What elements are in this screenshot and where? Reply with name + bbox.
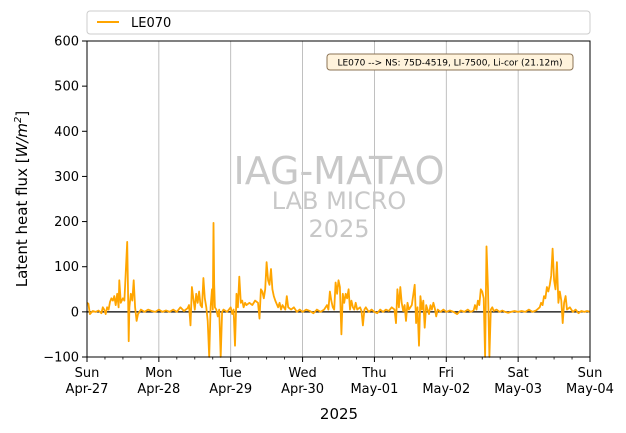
- x-tick-label-weekday: Sat: [507, 366, 528, 381]
- y-axis-title-sup: 2: [13, 117, 24, 123]
- x-tick-label-date: Apr-30: [281, 382, 324, 397]
- legend-box: [86, 10, 591, 35]
- legend-label-le070: LE070: [131, 16, 171, 31]
- y-tick-label: 500: [54, 80, 79, 95]
- watermark-line-3: 2025: [308, 215, 369, 243]
- y-tick-label: 0: [71, 305, 79, 320]
- watermark: IAG-MATAO LAB MICRO 2025: [233, 149, 444, 243]
- annotation: LE070 --> NS: 75D-4519, LI-7500, Li-cor …: [326, 53, 574, 71]
- y-tick-label: 200: [54, 215, 79, 230]
- y-axis-title-close: ]: [13, 111, 31, 117]
- watermark-line-1: IAG-MATAO: [233, 149, 444, 193]
- x-tick-label-weekday: Fri: [439, 366, 455, 381]
- x-axis: SunApr-27MonApr-28TueApr-29WedApr-30ThuM…: [66, 357, 614, 397]
- x-tick-label-date: May-03: [494, 382, 542, 397]
- x-tick-label-weekday: Tue: [219, 366, 242, 381]
- plot-area: IAG-MATAO LAB MICRO 2025 LE070 --> NS: 7…: [86, 40, 591, 358]
- x-tick-label-weekday: Wed: [288, 366, 316, 381]
- x-tick-label-date: May-01: [350, 382, 398, 397]
- y-tick-label: 300: [54, 170, 79, 185]
- y-tick-label: 400: [54, 125, 79, 140]
- x-tick-label-weekday: Sun: [75, 366, 100, 381]
- x-tick-label-date: Apr-27: [66, 382, 109, 397]
- series-line-le070: [86, 221, 591, 358]
- x-tick-label-date: Apr-29: [209, 382, 252, 397]
- legend: LE070: [86, 10, 591, 35]
- y-tick-label: −100: [43, 351, 79, 366]
- y-tick-label: 100: [54, 260, 79, 275]
- x-axis-title: 2025: [320, 405, 358, 423]
- x-tick-label-weekday: Thu: [361, 366, 386, 381]
- x-tick-label-weekday: Mon: [145, 366, 172, 381]
- vertical-grid: [158, 41, 519, 357]
- annotation-box: [326, 53, 574, 71]
- y-axis: −100 0 100 200 300 400 500 600: [43, 35, 87, 366]
- watermark-line-2: LAB MICRO: [272, 187, 407, 215]
- x-tick-label-date: May-04: [566, 382, 614, 397]
- annotation-text: LE070 --> NS: 75D-4519, LI-7500, Li-cor …: [337, 59, 562, 69]
- y-tick-label: 600: [54, 35, 79, 50]
- y-axis-title: Latent heat flux [W/m2]: [13, 111, 31, 288]
- y-axis-title-unit: W/m: [13, 123, 31, 158]
- y-axis-title-text: Latent heat flux [: [13, 157, 31, 287]
- x-tick-label-date: May-02: [422, 382, 470, 397]
- x-tick-label-date: Apr-28: [137, 382, 180, 397]
- x-tick-label-weekday: Sun: [578, 366, 603, 381]
